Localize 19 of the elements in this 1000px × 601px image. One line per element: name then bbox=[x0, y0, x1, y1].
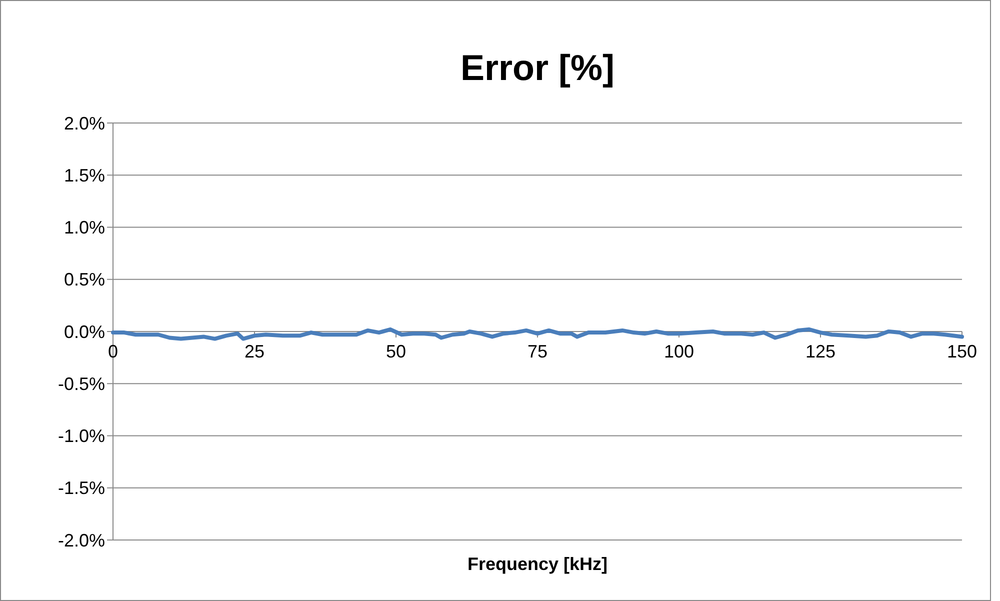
y-tick-label: -0.5% bbox=[58, 374, 105, 394]
y-tick-label: -2.0% bbox=[58, 530, 105, 550]
x-tick-label: 125 bbox=[805, 342, 836, 362]
line-series bbox=[111, 327, 964, 341]
x-tick-label: 50 bbox=[386, 342, 406, 362]
x-tick-label: 0 bbox=[108, 342, 118, 362]
x-tick-label: 150 bbox=[946, 342, 978, 362]
y-tick-label: 1.0% bbox=[64, 218, 105, 238]
y-tick-label: 0.5% bbox=[64, 270, 105, 290]
x-tick-label: 75 bbox=[527, 342, 548, 362]
x-tick-label: 100 bbox=[664, 342, 694, 362]
y-tick-label: 0.0% bbox=[64, 322, 105, 342]
y-tick-label: 2.0% bbox=[64, 113, 105, 134]
x-tick-label: 25 bbox=[244, 342, 265, 362]
y-tick-label: -1.5% bbox=[58, 478, 105, 498]
y-tick-label: -1.0% bbox=[58, 426, 105, 446]
y-tick-label: 1.5% bbox=[64, 165, 105, 186]
chart-title: Error [%] bbox=[460, 47, 615, 88]
x-axis-title: Frequency [kHz] bbox=[467, 554, 608, 574]
